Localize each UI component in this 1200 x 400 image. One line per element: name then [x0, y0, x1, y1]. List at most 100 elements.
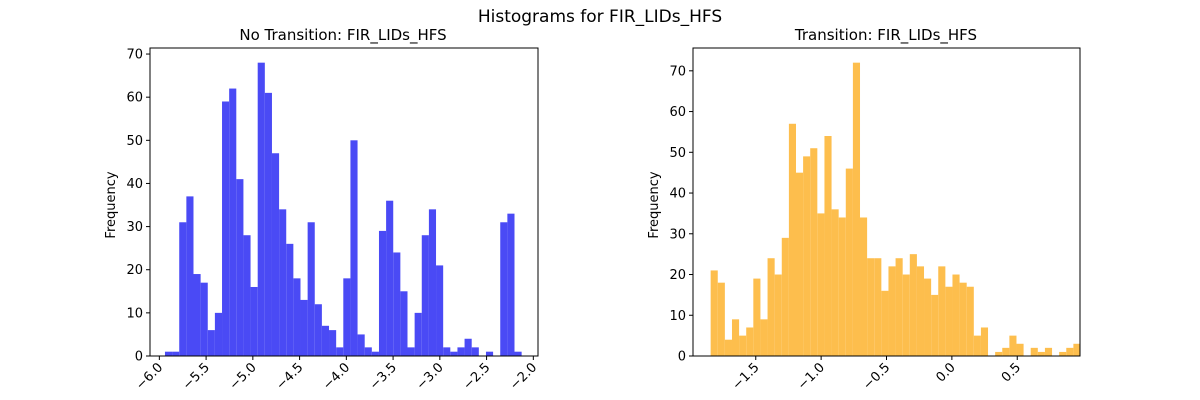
bar-no-transition-21	[314, 304, 322, 356]
y-tick-label: 70	[669, 64, 686, 79]
bar-transition-2	[724, 339, 732, 356]
figure-suptitle: Histograms for FIR_LIDs_HFS	[478, 7, 722, 27]
y-tick-label: 30	[126, 220, 143, 235]
bar-transition-36	[966, 286, 974, 356]
y-axis-label-transition: Frequency	[647, 171, 662, 238]
x-ticks-transition: −1.5 −1.0 −0.5 0.0 0.5	[730, 356, 1024, 393]
x-tick-label: 0.5	[999, 360, 1024, 385]
bar-no-transition-47	[500, 222, 508, 356]
bar-no-transition-18	[293, 278, 301, 356]
bar-transition-49	[1059, 351, 1067, 356]
bar-transition-8	[767, 258, 775, 356]
bar-no-transition-26	[350, 140, 358, 356]
x-tick-label: −0.5	[860, 360, 893, 393]
plot-frame-no-transition	[149, 47, 539, 357]
bar-transition-45	[1030, 347, 1038, 356]
bar-transition-40	[995, 351, 1003, 356]
bar-no-transition-34	[407, 347, 415, 356]
bar-no-transition-35	[414, 312, 422, 356]
bar-transition-0	[710, 270, 718, 356]
bar-transition-7	[760, 319, 768, 356]
bar-transition-37	[973, 335, 981, 356]
bar-no-transition-40	[450, 351, 458, 356]
bar-transition-42	[1009, 335, 1017, 356]
bar-no-transition-5	[200, 282, 208, 356]
bar-transition-1	[717, 282, 725, 356]
bar-transition-47	[1044, 347, 1053, 356]
bar-transition-46	[1037, 351, 1045, 356]
bar-no-transition-12	[250, 286, 258, 356]
chart-title-transition: Transition: FIR_LIDs_HFS	[794, 26, 977, 45]
x-tick-label: −2.0	[507, 360, 540, 393]
y-tick-label: 40	[669, 187, 686, 202]
bar-no-transition-17	[286, 243, 294, 356]
bar-no-transition-33	[400, 291, 408, 356]
bar-transition-35	[959, 282, 967, 356]
bar-no-transition-14	[264, 92, 272, 357]
bar-transition-51	[1073, 343, 1081, 356]
bar-transition-32	[938, 266, 946, 356]
bar-no-transition-13	[257, 62, 265, 357]
bar-no-transition-29	[371, 351, 379, 356]
bars-no-transition	[164, 62, 522, 357]
bar-transition-20	[852, 62, 861, 357]
y-tick-label: 40	[126, 177, 143, 192]
x-tick-label: −3.0	[414, 360, 447, 393]
bar-no-transition-1	[172, 351, 180, 356]
y-tick-label: 0	[135, 350, 143, 365]
bar-no-transition-19	[300, 299, 308, 356]
bar-no-transition-43	[471, 347, 479, 356]
y-tick-label: 70	[126, 48, 143, 63]
bar-no-transition-3	[186, 196, 194, 356]
x-tick-label: −1.0	[795, 360, 828, 393]
bar-no-transition-48	[507, 213, 515, 356]
bar-no-transition-28	[364, 347, 372, 356]
bar-no-transition-20	[307, 222, 315, 356]
bar-no-transition-24	[336, 347, 344, 356]
bar-no-transition-25	[343, 278, 351, 356]
histogram-transition: Transition: FIR_LIDs_HFS Frequency −1.5−…	[647, 26, 1081, 393]
bar-no-transition-6	[207, 330, 215, 356]
bar-transition-12	[796, 172, 804, 356]
x-tick-label: −1.5	[730, 360, 763, 393]
bar-transition-19	[845, 168, 853, 356]
bar-no-transition-4	[193, 274, 201, 356]
bar-transition-15	[817, 213, 825, 356]
bar-transition-34	[952, 274, 960, 356]
y-tick-label: 10	[126, 306, 143, 321]
bar-no-transition-16	[279, 209, 287, 356]
bar-no-transition-41	[457, 347, 465, 356]
x-tick-label: −3.5	[367, 360, 400, 393]
x-tick-label: −6.0	[133, 360, 166, 393]
x-tick-label: −2.5	[460, 360, 493, 393]
bar-transition-28	[909, 254, 917, 356]
bar-no-transition-7	[214, 312, 223, 356]
bar-no-transition-23	[329, 330, 337, 356]
y-tick-label: 60	[126, 91, 143, 106]
y-tick-label: 50	[126, 134, 143, 149]
bar-transition-30	[924, 278, 932, 356]
bar-no-transition-15	[271, 153, 280, 356]
bar-transition-41	[1002, 347, 1010, 356]
x-tick-label: −4.0	[320, 360, 353, 393]
bar-transition-13	[803, 156, 811, 356]
bar-transition-38	[980, 327, 989, 356]
bar-transition-25	[888, 266, 896, 356]
bar-transition-18	[838, 217, 846, 356]
bar-no-transition-36	[421, 235, 429, 356]
bar-no-transition-39	[443, 347, 451, 356]
bar-no-transition-22	[321, 325, 330, 356]
histogram-no-transition: No Transition: FIR_LIDs_HFS Frequency −6…	[104, 26, 540, 393]
y-ticks-transition: 0 10 20 30 40 50 60 70	[669, 64, 693, 365]
bar-transition-10	[781, 237, 789, 356]
bar-transition-9	[774, 274, 782, 356]
bar-no-transition-31	[386, 200, 394, 356]
bar-transition-3	[731, 319, 740, 356]
bar-transition-16	[824, 136, 832, 356]
bar-transition-5	[746, 327, 754, 356]
y-tick-label: 20	[669, 268, 686, 283]
bar-no-transition-42	[464, 338, 472, 356]
bar-transition-23	[874, 258, 882, 356]
x-tick-label: 0.0	[933, 360, 958, 385]
bar-transition-33	[945, 286, 953, 356]
